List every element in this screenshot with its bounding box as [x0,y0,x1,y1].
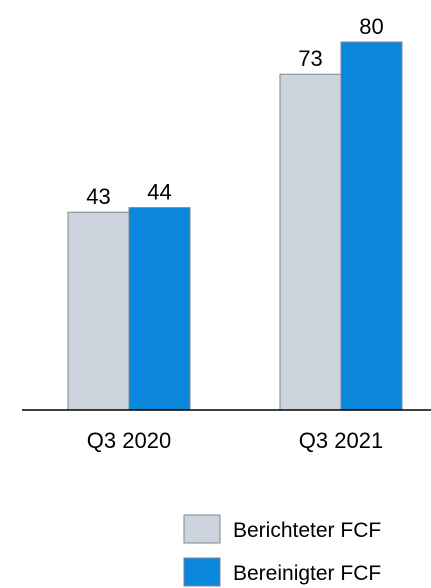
legend-label-adjusted: Bereinigter FCF [233,562,381,585]
bar-adjusted-0 [128,207,191,411]
data-label: 73 [298,46,322,71]
category-label: Q3 2021 [299,428,383,453]
legend-swatch-adjusted [183,557,221,587]
data-label: 44 [147,180,171,205]
legend-swatch-reported [183,514,221,544]
data-label: 43 [86,184,110,209]
legend-label-reported: Berichteter FCF [233,519,381,542]
category-label: Q3 2020 [87,428,171,453]
data-label: 80 [359,14,383,39]
bar-reported-0 [67,211,130,411]
bar-adjusted-1 [340,41,403,411]
bar-reported-1 [279,73,342,411]
